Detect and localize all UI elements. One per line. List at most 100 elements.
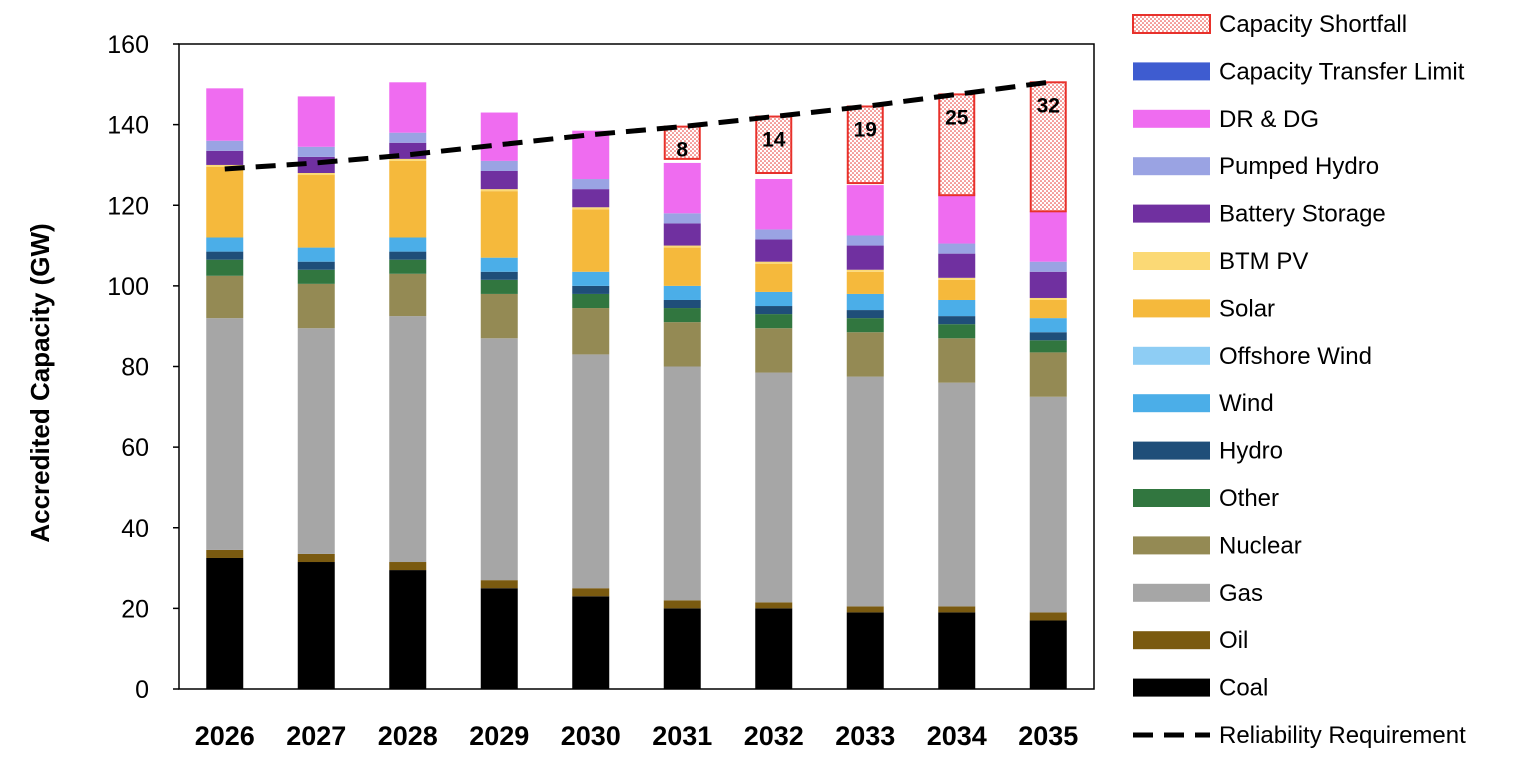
bar-nuclear-2028 bbox=[389, 273, 427, 317]
x-tick-label-2034: 2034 bbox=[927, 721, 987, 751]
shortfall-label-2035: 32 bbox=[1037, 94, 1060, 117]
legend-swatch-hydro bbox=[1133, 441, 1210, 460]
bar-solar-2029 bbox=[480, 191, 518, 258]
bar-other-2027 bbox=[297, 269, 335, 284]
bar-gas-2032 bbox=[755, 372, 793, 603]
legend-label-wind: Wind bbox=[1219, 390, 1274, 417]
bar-coal-2031 bbox=[663, 608, 701, 689]
bar-hydro-2035 bbox=[1029, 332, 1067, 341]
reliability-requirement-line-group bbox=[224, 79, 1049, 172]
bar-solar-2031 bbox=[663, 247, 701, 286]
bar-pumped-hydro-2032 bbox=[755, 229, 793, 240]
y-tick-label-60: 60 bbox=[121, 434, 149, 462]
bar-other-2031 bbox=[663, 308, 701, 323]
bar-nuclear-2031 bbox=[663, 322, 701, 367]
bar-nuclear-2026 bbox=[206, 275, 244, 319]
bar-hydro-2029 bbox=[480, 271, 518, 280]
x-tick-label-2032: 2032 bbox=[744, 721, 804, 751]
bar-other-2029 bbox=[480, 279, 518, 294]
bar-nuclear-2035 bbox=[1029, 352, 1067, 397]
bar-solar-2034 bbox=[938, 279, 976, 300]
bar-dr-and-dg-2031 bbox=[663, 162, 701, 214]
legend-label-nuclear: Nuclear bbox=[1219, 532, 1302, 559]
legend-item-wind: Wind bbox=[1133, 390, 1274, 417]
bar-capacity-shortfall-2034 bbox=[938, 93, 976, 197]
bar-other-2035 bbox=[1029, 340, 1067, 353]
legend-item-coal: Coal bbox=[1133, 675, 1268, 702]
bar-solar-2027 bbox=[297, 175, 335, 248]
bar-nuclear-2027 bbox=[297, 283, 335, 329]
bar-solar-2026 bbox=[206, 166, 244, 238]
y-axis-ticks: 0 20 40 60 80 100 120 140 160 bbox=[107, 31, 179, 704]
bar-gas-2029 bbox=[480, 338, 518, 581]
bar-other-2034 bbox=[938, 324, 976, 339]
bar-btm-pv-2030 bbox=[572, 207, 610, 210]
bar-dr-and-dg-2030 bbox=[572, 130, 610, 180]
bar-gas-2027 bbox=[297, 328, 335, 554]
bar-nuclear-2030 bbox=[572, 308, 610, 355]
bar-gas-2026 bbox=[206, 318, 244, 550]
legend-swatch-capacity-transfer-limit bbox=[1133, 62, 1210, 81]
legend-item-offshore-wind: Offshore Wind bbox=[1133, 343, 1372, 370]
legend-item-oil: Oil bbox=[1133, 627, 1248, 654]
bar-gas-2033 bbox=[846, 376, 884, 607]
bar-oil-2029 bbox=[480, 580, 518, 589]
bar-nuclear-2029 bbox=[480, 293, 518, 339]
legend-label-reliability-requirement: Reliability Requirement bbox=[1219, 722, 1466, 749]
bar-solar-2033 bbox=[846, 271, 884, 294]
bar-nuclear-2034 bbox=[938, 338, 976, 383]
bar-oil-2026 bbox=[206, 549, 244, 558]
legend-swatch-offshore-wind bbox=[1133, 346, 1210, 365]
y-tick-label-120: 120 bbox=[107, 192, 149, 220]
bar-solar-2032 bbox=[755, 263, 793, 292]
legend-label-pumped-hydro: Pumped Hydro bbox=[1219, 153, 1379, 180]
bar-hydro-2032 bbox=[755, 306, 793, 315]
bar-pumped-hydro-2027 bbox=[297, 146, 335, 157]
bar-oil-2030 bbox=[572, 588, 610, 597]
bar-btm-pv-2031 bbox=[663, 245, 701, 248]
bar-capacity-shortfall-2035 bbox=[1029, 81, 1067, 213]
bar-battery-storage-2032 bbox=[755, 239, 793, 262]
bar-solar-2030 bbox=[572, 209, 610, 272]
bar-gas-2031 bbox=[663, 366, 701, 601]
bar-nuclear-2033 bbox=[846, 332, 884, 377]
legend-label-coal: Coal bbox=[1219, 675, 1268, 702]
shortfall-label-2033: 19 bbox=[854, 118, 877, 141]
bar-dr-and-dg-2027 bbox=[297, 96, 335, 147]
legend-item-solar: Solar bbox=[1133, 295, 1275, 322]
bar-hydro-2030 bbox=[572, 285, 610, 294]
legend-label-oil: Oil bbox=[1219, 627, 1248, 654]
bar-wind-2029 bbox=[480, 257, 518, 272]
legend-item-dr-and-dg: DR & DG bbox=[1133, 106, 1319, 133]
bar-oil-2035 bbox=[1029, 612, 1067, 621]
bar-wind-2028 bbox=[389, 237, 427, 252]
x-tick-label-2027: 2027 bbox=[286, 721, 346, 751]
bar-coal-2034 bbox=[938, 612, 976, 689]
bar-hydro-2033 bbox=[846, 310, 884, 319]
bar-wind-2034 bbox=[938, 299, 976, 317]
legend-swatch-pumped-hydro bbox=[1133, 157, 1210, 176]
bar-btm-pv-2034 bbox=[938, 277, 976, 280]
bar-coal-2035 bbox=[1029, 620, 1067, 689]
legend-label-offshore-wind: Offshore Wind bbox=[1219, 343, 1372, 370]
bar-gas-2035 bbox=[1029, 396, 1067, 613]
legend-swatch-solar bbox=[1133, 299, 1210, 318]
bar-dr-and-dg-2034 bbox=[938, 193, 976, 244]
bar-btm-pv-2032 bbox=[755, 261, 793, 264]
bar-dr-and-dg-2035 bbox=[1029, 211, 1067, 262]
legend-item-capacity-shortfall: Capacity Shortfall bbox=[1132, 11, 1407, 38]
bar-btm-pv-2028 bbox=[389, 158, 427, 161]
bar-coal-2028 bbox=[389, 570, 427, 689]
legend-swatch-capacity-shortfall bbox=[1132, 14, 1211, 34]
legend-item-pumped-hydro: Pumped Hydro bbox=[1133, 153, 1379, 180]
bar-oil-2031 bbox=[663, 600, 701, 609]
legend-item-reliability-requirement: Reliability Requirement bbox=[1133, 722, 1466, 749]
legend-swatch-other bbox=[1133, 489, 1210, 507]
bar-pumped-hydro-2035 bbox=[1029, 261, 1067, 272]
bar-nuclear-2032 bbox=[755, 328, 793, 373]
bar-oil-2033 bbox=[846, 606, 884, 613]
bar-btm-pv-2035 bbox=[1029, 297, 1067, 300]
legend-label-solar: Solar bbox=[1219, 295, 1275, 322]
bar-gas-2030 bbox=[572, 354, 610, 589]
